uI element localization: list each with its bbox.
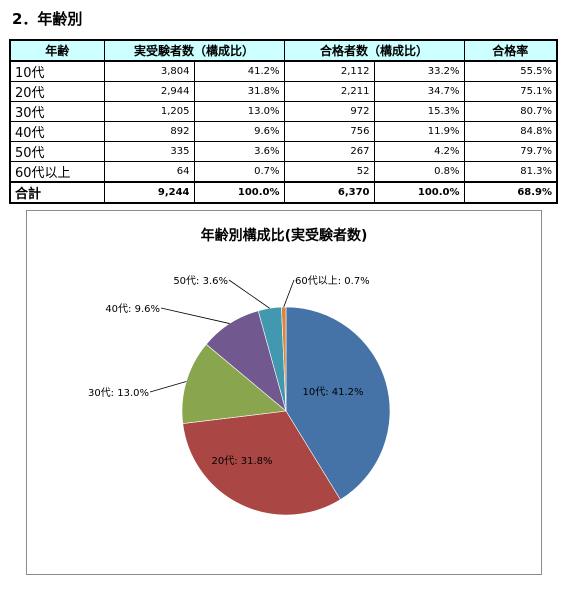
passers-cell: 6,370 [283, 181, 375, 204]
examinees-ratio-cell: 3.6% [193, 141, 285, 162]
age-cell: 30代 [9, 101, 105, 122]
passers-cell: 756 [283, 121, 375, 142]
examinees-ratio-cell: 100.0% [193, 181, 285, 204]
pass-rate-cell: 81.3% [463, 161, 558, 183]
pie-chart: 年齢別構成比(実受験者数) 10代: 41.2% 20代: 31.8% 30代: 1… [26, 210, 542, 575]
age-cell: 50代 [9, 141, 105, 162]
data-label: 30代: 13.0% [88, 387, 149, 399]
table-row: 30代 1,205 13.0% 972 15.3% 80.7% [9, 101, 558, 122]
pass-rate-cell: 79.7% [463, 141, 558, 162]
passers-ratio-cell: 100.0% [373, 181, 465, 204]
age-cell: 60代以上 [9, 161, 105, 183]
chart-title: 年齢別構成比(実受験者数) [200, 228, 368, 244]
age-cell: 40代 [9, 121, 105, 142]
slice-10s [285, 306, 391, 501]
examinees-ratio-cell: 0.7% [193, 161, 285, 183]
data-label: 20代: 31.8% [211, 455, 272, 467]
examinees-ratio-cell: 31.8% [193, 81, 285, 102]
table-header-row: 年齢 実受験者数（構成比） 合格者数（構成比） 合格率 [9, 39, 558, 62]
slice-30s [181, 343, 287, 424]
section-title: 2．年齢別 [12, 10, 83, 28]
age-stats-table: 年齢 実受験者数（構成比） 合格者数（構成比） 合格率 10代 3,804 41.2… [9, 39, 559, 204]
passers-cell: 2,211 [283, 81, 375, 102]
pass-rate-cell: 75.1% [463, 81, 558, 102]
age-cell: 20代 [9, 81, 105, 102]
examinees-cell: 3,804 [103, 60, 195, 82]
table-body: 10代 3,804 41.2% 2,112 33.2% 55.5% 20代 2,944 31.8… [9, 60, 558, 204]
examinees-cell: 1,205 [103, 101, 195, 122]
header-examinees: 実受験者数（構成比） [103, 39, 285, 62]
total-row: 合計 9,244 100.0% 6,370 100.0% 68.9% [9, 181, 558, 204]
examinees-ratio-cell: 9.6% [193, 121, 285, 142]
header-age: 年齢 [9, 39, 105, 62]
passers-cell: 52 [283, 161, 375, 183]
passers-cell: 267 [283, 141, 375, 162]
data-label: 40代: 9.6% [105, 303, 160, 315]
examinees-ratio-cell: 41.2% [193, 60, 285, 82]
examinees-cell: 335 [103, 141, 195, 162]
slice-20s [182, 410, 341, 516]
leader-line [149, 381, 187, 393]
passers-ratio-cell: 0.8% [373, 161, 465, 183]
passers-ratio-cell: 34.7% [373, 81, 465, 102]
leader-line [283, 279, 295, 308]
passers-ratio-cell: 15.3% [373, 101, 465, 122]
age-cell: 10代 [9, 60, 105, 82]
pass-rate-cell: 68.9% [463, 181, 558, 204]
pass-rate-cell: 80.7% [463, 101, 558, 122]
examinees-cell: 892 [103, 121, 195, 142]
pass-rate-cell: 84.8% [463, 121, 558, 142]
data-label: 50代: 3.6% [173, 275, 228, 287]
data-label: 10代: 41.2% [302, 386, 363, 398]
examinees-cell: 9,244 [103, 181, 195, 204]
table-row: 20代 2,944 31.8% 2,211 34.7% 75.1% [9, 81, 558, 102]
leader-line [160, 307, 230, 324]
age-cell: 合計 [9, 181, 105, 204]
passers-ratio-cell: 4.2% [373, 141, 465, 162]
passers-ratio-cell: 11.9% [373, 121, 465, 142]
data-label: 60代以上: 0.7% [295, 275, 370, 287]
passers-ratio-cell: 33.2% [373, 60, 465, 82]
header-passers: 合格者数（構成比） [283, 39, 465, 62]
pass-rate-cell: 55.5% [463, 60, 558, 82]
leader-line [228, 279, 270, 309]
examinees-cell: 64 [103, 161, 195, 183]
table-row: 50代 335 3.6% 267 4.2% 79.7% [9, 141, 558, 162]
table-row: 40代 892 9.6% 756 11.9% 84.8% [9, 121, 558, 142]
passers-cell: 2,112 [283, 60, 375, 82]
pie-chart-svg: 10代: 41.2% 20代: 31.8% 30代: 13.0% 40代: 9.6% 5… [88, 275, 391, 516]
examinees-ratio-cell: 13.0% [193, 101, 285, 122]
header-pass-rate: 合格率 [463, 39, 558, 62]
table-row: 60代以上 64 0.7% 52 0.8% 81.3% [9, 161, 558, 183]
table-row: 10代 3,804 41.2% 2,112 33.2% 55.5% [9, 60, 558, 82]
passers-cell: 972 [283, 101, 375, 122]
examinees-cell: 2,944 [103, 81, 195, 102]
